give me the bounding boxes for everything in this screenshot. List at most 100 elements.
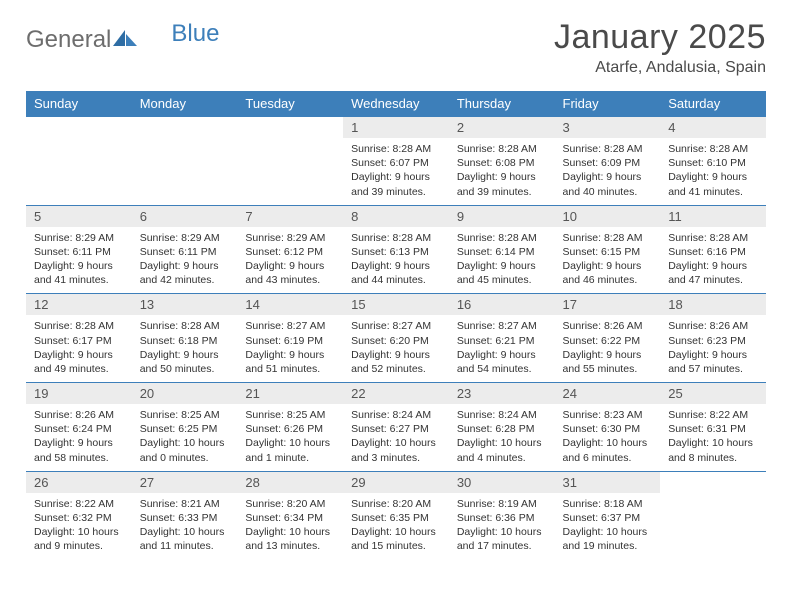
brand-logo: General Blue [26, 18, 219, 54]
day-d1: Daylight: 9 hours [351, 348, 441, 362]
weekday-header: Monday [132, 91, 238, 117]
calendar-cell: 30Sunrise: 8:19 AMSunset: 6:36 PMDayligh… [449, 471, 555, 559]
day-sr: Sunrise: 8:27 AM [245, 319, 335, 333]
day-number: 20 [132, 383, 238, 404]
day-d1: Daylight: 9 hours [351, 259, 441, 273]
day-details: Sunrise: 8:29 AMSunset: 6:11 PMDaylight:… [132, 227, 238, 294]
day-details: Sunrise: 8:27 AMSunset: 6:19 PMDaylight:… [237, 315, 343, 382]
day-number: 5 [26, 206, 132, 227]
day-d2: and 52 minutes. [351, 362, 441, 376]
day-d1: Daylight: 9 hours [140, 259, 230, 273]
day-d2: and 57 minutes. [668, 362, 758, 376]
day-d2: and 54 minutes. [457, 362, 547, 376]
brand-word-1: General [26, 26, 111, 54]
calendar-cell [132, 117, 238, 206]
day-d2: and 6 minutes. [563, 451, 653, 465]
day-sr: Sunrise: 8:28 AM [668, 142, 758, 156]
day-sr: Sunrise: 8:27 AM [351, 319, 441, 333]
day-number: 17 [555, 294, 661, 315]
day-d2: and 41 minutes. [668, 185, 758, 199]
day-d1: Daylight: 10 hours [245, 525, 335, 539]
day-ss: Sunset: 6:22 PM [563, 334, 653, 348]
day-ss: Sunset: 6:31 PM [668, 422, 758, 436]
day-ss: Sunset: 6:37 PM [563, 511, 653, 525]
day-number: 14 [237, 294, 343, 315]
calendar-cell: 20Sunrise: 8:25 AMSunset: 6:25 PMDayligh… [132, 383, 238, 472]
day-d1: Daylight: 10 hours [668, 436, 758, 450]
day-details: Sunrise: 8:28 AMSunset: 6:13 PMDaylight:… [343, 227, 449, 294]
day-d2: and 17 minutes. [457, 539, 547, 553]
day-sr: Sunrise: 8:29 AM [140, 231, 230, 245]
weekday-header: Wednesday [343, 91, 449, 117]
calendar-cell: 22Sunrise: 8:24 AMSunset: 6:27 PMDayligh… [343, 383, 449, 472]
day-d2: and 1 minute. [245, 451, 335, 465]
day-d2: and 43 minutes. [245, 273, 335, 287]
day-d1: Daylight: 9 hours [140, 348, 230, 362]
day-d1: Daylight: 10 hours [563, 525, 653, 539]
day-sr: Sunrise: 8:20 AM [245, 497, 335, 511]
day-d1: Daylight: 10 hours [457, 525, 547, 539]
day-details: Sunrise: 8:28 AMSunset: 6:08 PMDaylight:… [449, 138, 555, 205]
weekday-header: Thursday [449, 91, 555, 117]
day-sr: Sunrise: 8:22 AM [34, 497, 124, 511]
calendar-cell: 7Sunrise: 8:29 AMSunset: 6:12 PMDaylight… [237, 205, 343, 294]
day-details: Sunrise: 8:25 AMSunset: 6:26 PMDaylight:… [237, 404, 343, 471]
day-sr: Sunrise: 8:28 AM [351, 142, 441, 156]
day-d2: and 58 minutes. [34, 451, 124, 465]
calendar-cell: 25Sunrise: 8:22 AMSunset: 6:31 PMDayligh… [660, 383, 766, 472]
day-sr: Sunrise: 8:24 AM [457, 408, 547, 422]
day-details: Sunrise: 8:20 AMSunset: 6:35 PMDaylight:… [343, 493, 449, 560]
day-d2: and 55 minutes. [563, 362, 653, 376]
day-number: 30 [449, 472, 555, 493]
day-number: 24 [555, 383, 661, 404]
day-sr: Sunrise: 8:29 AM [34, 231, 124, 245]
title-block: January 2025 Atarfe, Andalusia, Spain [554, 18, 766, 77]
day-ss: Sunset: 6:13 PM [351, 245, 441, 259]
calendar-cell [237, 117, 343, 206]
calendar-cell: 15Sunrise: 8:27 AMSunset: 6:20 PMDayligh… [343, 294, 449, 383]
day-d1: Daylight: 9 hours [245, 348, 335, 362]
day-sr: Sunrise: 8:25 AM [245, 408, 335, 422]
calendar-cell: 9Sunrise: 8:28 AMSunset: 6:14 PMDaylight… [449, 205, 555, 294]
day-ss: Sunset: 6:20 PM [351, 334, 441, 348]
calendar-cell: 12Sunrise: 8:28 AMSunset: 6:17 PMDayligh… [26, 294, 132, 383]
day-ss: Sunset: 6:09 PM [563, 156, 653, 170]
day-d1: Daylight: 9 hours [245, 259, 335, 273]
day-sr: Sunrise: 8:18 AM [563, 497, 653, 511]
day-details: Sunrise: 8:22 AMSunset: 6:31 PMDaylight:… [660, 404, 766, 471]
calendar-week-row: 26Sunrise: 8:22 AMSunset: 6:32 PMDayligh… [26, 471, 766, 559]
weekday-header: Saturday [660, 91, 766, 117]
day-details: Sunrise: 8:25 AMSunset: 6:25 PMDaylight:… [132, 404, 238, 471]
day-details: Sunrise: 8:24 AMSunset: 6:28 PMDaylight:… [449, 404, 555, 471]
day-d2: and 45 minutes. [457, 273, 547, 287]
day-d1: Daylight: 10 hours [351, 436, 441, 450]
day-number: 10 [555, 206, 661, 227]
day-d1: Daylight: 9 hours [563, 348, 653, 362]
day-sr: Sunrise: 8:29 AM [245, 231, 335, 245]
sail-icon [113, 28, 139, 53]
page-header: General Blue January 2025 Atarfe, Andalu… [26, 18, 766, 77]
day-number: 27 [132, 472, 238, 493]
day-d1: Daylight: 9 hours [457, 259, 547, 273]
day-d1: Daylight: 10 hours [563, 436, 653, 450]
day-details: Sunrise: 8:27 AMSunset: 6:21 PMDaylight:… [449, 315, 555, 382]
day-number: 8 [343, 206, 449, 227]
day-d1: Daylight: 9 hours [668, 348, 758, 362]
day-d1: Daylight: 10 hours [140, 436, 230, 450]
day-d1: Daylight: 9 hours [457, 348, 547, 362]
day-d2: and 19 minutes. [563, 539, 653, 553]
day-details: Sunrise: 8:27 AMSunset: 6:20 PMDaylight:… [343, 315, 449, 382]
day-ss: Sunset: 6:08 PM [457, 156, 547, 170]
day-number: 12 [26, 294, 132, 315]
calendar-cell: 19Sunrise: 8:26 AMSunset: 6:24 PMDayligh… [26, 383, 132, 472]
calendar-cell: 23Sunrise: 8:24 AMSunset: 6:28 PMDayligh… [449, 383, 555, 472]
day-details: Sunrise: 8:26 AMSunset: 6:23 PMDaylight:… [660, 315, 766, 382]
day-ss: Sunset: 6:36 PM [457, 511, 547, 525]
calendar-cell: 4Sunrise: 8:28 AMSunset: 6:10 PMDaylight… [660, 117, 766, 206]
day-d2: and 15 minutes. [351, 539, 441, 553]
day-d1: Daylight: 10 hours [140, 525, 230, 539]
day-ss: Sunset: 6:32 PM [34, 511, 124, 525]
day-details: Sunrise: 8:18 AMSunset: 6:37 PMDaylight:… [555, 493, 661, 560]
brand-word-2: Blue [171, 20, 219, 48]
calendar-week-row: 5Sunrise: 8:29 AMSunset: 6:11 PMDaylight… [26, 205, 766, 294]
